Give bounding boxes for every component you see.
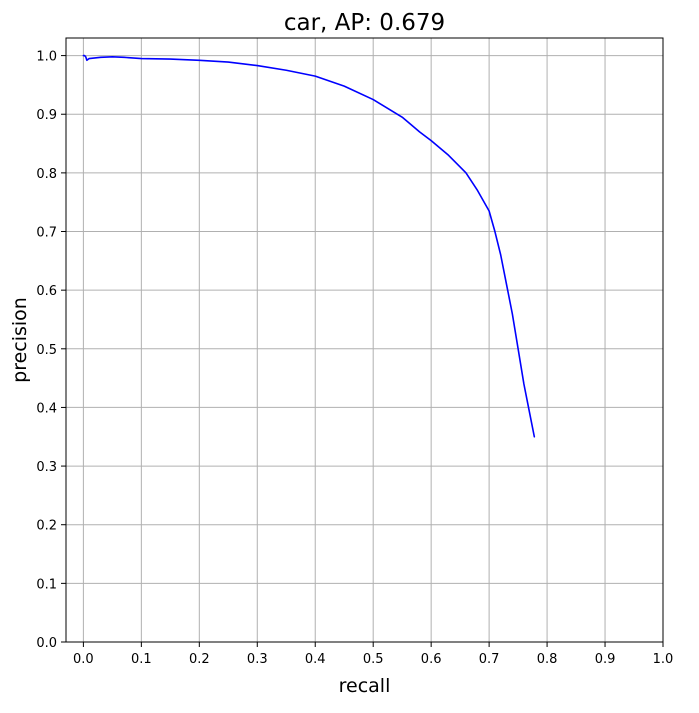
x-axis-label: recall [339,675,391,697]
x-tick-label: 0.3 [247,652,268,667]
x-tick-label: 0.5 [363,652,384,667]
plot-frame [65,37,664,643]
series-layer [82,54,536,438]
y-tick-label: 0.5 [36,343,57,358]
x-tick-label: 0.1 [131,652,152,667]
x-tick-label: 0.6 [421,652,442,667]
chart-title: car, AP: 0.679 [284,10,445,36]
x-tick-label: 0.7 [479,652,500,667]
y-tick-label: 0.3 [36,460,57,475]
y-tick-label: 0.7 [36,226,57,241]
grid [66,38,664,643]
y-tick-label: 0.6 [36,284,57,299]
y-tick-label: 1.0 [36,50,57,65]
x-tick-label: 0.2 [189,652,210,667]
x-tick-label: 0.0 [73,652,94,667]
ticks: 0.0 0.1 0.2 0.3 0.4 0.5 0.6 0.7 0.8 0.9 1.0 0.0 0.1 0… [36,50,673,667]
precision-recall-curve [82,54,536,438]
y-axis-label: precision [9,297,31,383]
y-tick-label: 0.9 [36,108,57,123]
y-tick-label: 0.2 [36,519,57,534]
y-tick-label: 0.8 [36,167,57,182]
y-tick-label: 0.0 [36,636,57,651]
y-tick-label: 0.1 [36,577,57,592]
y-tick-label: 0.4 [36,401,57,416]
x-tick-label: 0.4 [305,652,326,667]
x-tick-label: 0.9 [595,652,616,667]
x-tick-label: 1.0 [653,652,674,667]
x-tick-label: 0.8 [537,652,558,667]
